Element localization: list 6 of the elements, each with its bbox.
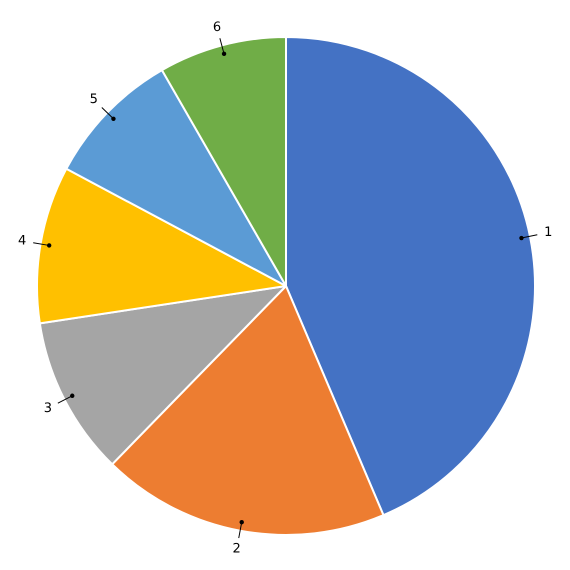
slice-label: 5: [90, 92, 98, 108]
slice-label: 2: [232, 542, 241, 557]
slice-label: 4: [18, 233, 26, 248]
slice-label: 3: [44, 400, 52, 416]
slice-label: 1: [544, 225, 552, 240]
slice-label: 6: [212, 20, 222, 35]
